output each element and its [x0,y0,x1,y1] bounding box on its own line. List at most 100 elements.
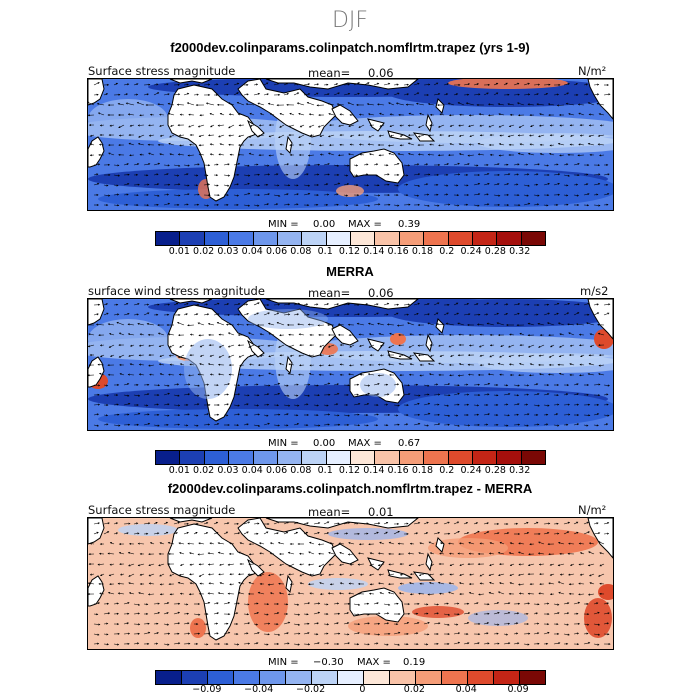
colorbar-swatch [312,671,338,684]
panel1-title: f2000dev.colinparams.colinpatch.nomflrtm… [170,40,530,55]
wind-vector-field [88,521,611,646]
colorbar-tick-label: 0.06 [265,465,288,476]
colorbar-swatch [472,232,498,245]
colorbar-swatch [351,451,376,464]
panel1-max-value: 0.39 [398,219,421,230]
colorbar-swatch [520,671,545,684]
colorbar-swatch [204,232,230,245]
panel3-min-label: MIN = [268,657,299,668]
colorbar-tick-label: 0.06 [265,246,288,257]
panel2-title: MERRA [326,264,374,279]
panel2-map [87,298,614,431]
panel3-colorbar [155,670,546,685]
colorbar-swatch [234,671,260,684]
colorbar-swatch [521,232,545,245]
colorbar-tick-label: 0.32 [509,246,531,257]
colorbar-swatch [156,232,181,245]
colorbar-swatch [364,671,390,684]
panel2-colorbar [155,450,546,465]
colorbar-swatch [521,451,545,464]
panel2-mean-value: 0.06 [368,286,394,300]
panel1-mean-label: mean= [308,66,351,80]
colorbar-tick-label: 0 [359,684,366,695]
stress-magnitude-field [118,524,613,638]
colorbar-swatch [286,671,312,684]
colorbar-tick-label: −0.02 [296,684,326,695]
colorbar-swatch [375,232,400,245]
colorbar-swatch [302,451,327,464]
colorbar-tick-label: 0.01 [168,246,190,257]
colorbar-swatch [229,232,254,245]
colorbar-swatch [260,671,286,684]
colorbar-swatch [229,451,254,464]
panel2-max-value: 0.67 [398,438,421,449]
colorbar-tick-label: 0.24 [460,465,482,476]
colorbar-swatch [208,671,234,684]
colorbar-swatch [180,232,205,245]
stress-magnitude-field [198,79,568,199]
colorbar-tick-label: 0.18 [411,246,434,257]
colorbar-swatch [277,451,303,464]
colorbar-swatch [472,451,498,464]
colorbar-tick-label: 0.2 [439,465,455,476]
panel3-mean-label: mean= [308,505,351,519]
colorbar-swatch [351,232,376,245]
colorbar-tick-label: 0.16 [387,465,409,476]
colorbar-swatch [182,671,208,684]
colorbar-tick-label: 0.2 [439,246,455,257]
colorbar-tick-label: 0.12 [338,465,361,476]
colorbar-swatch [180,451,205,464]
colorbar-swatch [497,451,522,464]
colorbar-tick-label: 0.03 [217,465,239,476]
colorbar-swatch [338,671,364,684]
colorbar-tick-label: 0.18 [411,465,434,476]
panel1-max-label: MAX = [348,219,382,230]
colorbar-tick-label: 0.28 [484,246,506,257]
colorbar-swatch [253,232,278,245]
colorbar-tick-label: 0.1 [317,465,333,476]
panel1-min-label: MIN = [268,219,299,230]
colorbar-tick-label: 0.24 [460,246,482,257]
colorbar-tick-label: 0.14 [363,246,385,257]
colorbar-tick-label: −0.04 [244,684,274,695]
colorbar-swatch [448,232,473,245]
colorbar-tick-label: 0.02 [403,684,425,695]
colorbar-tick-label: 0.12 [338,246,361,257]
panel1-mean-value: 0.06 [368,66,394,80]
panel1-min-value: 0.00 [313,219,336,230]
season-title: DJF [331,8,369,33]
colorbar-swatch [156,451,181,464]
colorbar-swatch [390,671,416,684]
panel1-colorbar [155,231,546,246]
colorbar-swatch [204,451,230,464]
colorbar-tick-label: 0.28 [484,465,506,476]
panel3-max-label: MAX = [357,657,391,668]
panel2-min-label: MIN = [268,438,299,449]
continents [88,518,613,641]
panel2-variable-label: surface wind stress magnitude [88,284,265,298]
colorbar-tick-label: 0.32 [509,465,531,476]
colorbar-tick-label: 0.02 [193,246,215,257]
colorbar-swatch [416,671,442,684]
panel3-title: f2000dev.colinparams.colinpatch.nomflrtm… [167,481,533,496]
panel2-colorbar-ticks: 0.01 0.02 0.03 0.04 0.06 0.08 0.1 0.12 0.14 0.16 0… [155,465,544,477]
colorbar-tick-label: 0.02 [193,465,215,476]
panel1-colorbar-ticks: 0.01 0.02 0.03 0.04 0.06 0.08 0.1 0.12 0.14 0.16 0… [155,246,544,258]
panel3-colorbar-ticks: −0.09 −0.04 −0.02 0 0.02 0.04 0.09 [155,684,544,696]
colorbar-swatch [448,451,473,464]
colorbar-swatch [442,671,468,684]
colorbar-tick-label: 0.09 [507,684,529,695]
colorbar-swatch [326,451,351,464]
colorbar-swatch [497,232,522,245]
panel3-mean-value: 0.01 [368,505,394,519]
panel3-map [87,517,614,650]
panel3-units: N/m² [578,503,607,517]
colorbar-tick-label: 0.14 [363,465,385,476]
colorbar-tick-label: 0.08 [290,246,312,257]
colorbar-tick-label: 0.04 [455,684,477,695]
panel2-units: m/s2 [580,284,609,298]
colorbar-swatch [277,232,303,245]
wind-vector-field [88,302,611,427]
colorbar-swatch [494,671,520,684]
colorbar-tick-label: −0.09 [192,684,222,695]
